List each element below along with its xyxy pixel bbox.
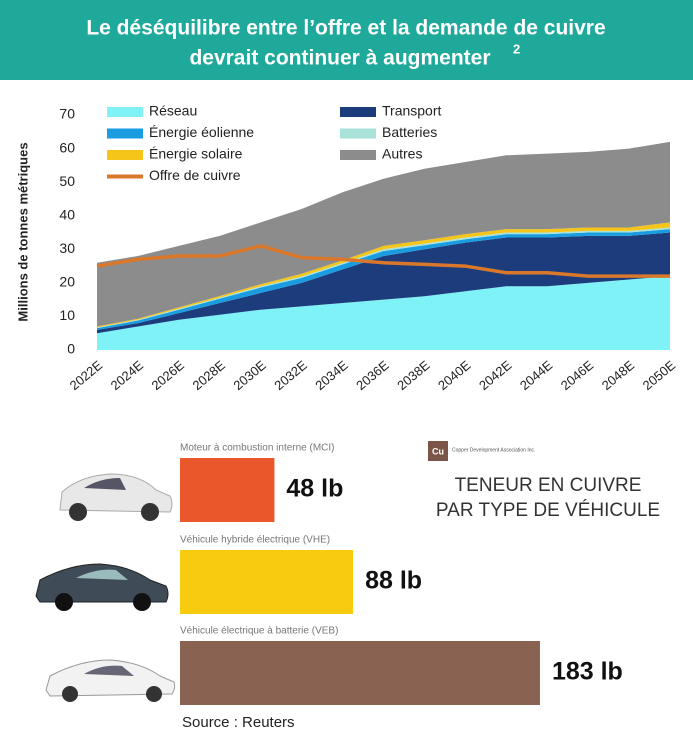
logo-symbol: Cu bbox=[432, 446, 444, 456]
source: Source : Reuters bbox=[182, 714, 295, 731]
bar-category: Moteur à combustion interne (MCI) bbox=[180, 443, 335, 454]
y-tick-label: 70 bbox=[59, 106, 75, 122]
legend-swatch bbox=[340, 107, 376, 117]
y-tick-label: 20 bbox=[59, 274, 75, 290]
title-line: Le déséquilibre entre l’offre et la dema… bbox=[86, 17, 605, 40]
y-tick-label: 30 bbox=[59, 240, 75, 256]
footnote-mark: 2 bbox=[513, 41, 520, 56]
bar-category: Véhicule électrique à batterie (VEB) bbox=[180, 626, 338, 637]
x-tick-label: 2024E bbox=[108, 357, 147, 393]
legend-label: Autres bbox=[382, 146, 422, 162]
x-tick-label: 2048E bbox=[599, 357, 638, 393]
x-tick-label: 2042E bbox=[476, 357, 515, 393]
car-icon bbox=[36, 564, 168, 611]
bar bbox=[180, 641, 540, 705]
annotation: PAR TYPE DE VÉHICULE bbox=[436, 500, 660, 521]
x-tick-label: 2050E bbox=[640, 357, 679, 393]
bar bbox=[180, 550, 353, 614]
x-tick-label: 2044E bbox=[517, 357, 556, 393]
legend-swatch bbox=[340, 129, 376, 139]
x-tick-label: 2036E bbox=[353, 357, 392, 393]
legend-label: Réseau bbox=[149, 103, 197, 119]
x-tick-label: 2022E bbox=[67, 357, 106, 393]
y-axis-label: Millions de tonnes métriques bbox=[15, 142, 30, 321]
y-tick-label: 50 bbox=[59, 173, 75, 189]
y-tick-label: 40 bbox=[59, 206, 75, 222]
x-tick-label: 2028E bbox=[189, 357, 228, 393]
legend-label: Transport bbox=[382, 103, 442, 119]
x-tick-label: 2034E bbox=[312, 357, 351, 393]
legend-swatch bbox=[107, 150, 143, 160]
bar-category: Véhicule hybride électrique (VHE) bbox=[180, 535, 330, 546]
legend-label: Offre de cuivre bbox=[149, 167, 241, 183]
x-tick-label: 2046E bbox=[558, 357, 597, 393]
page: Le déséquilibre entre l’offre et la dema… bbox=[0, 0, 693, 736]
bar bbox=[180, 458, 274, 522]
annotation: TENEUR EN CUIVRE bbox=[455, 475, 642, 496]
y-tick-label: 10 bbox=[59, 307, 75, 323]
legend-swatch bbox=[107, 107, 143, 117]
value-label: 88 lb bbox=[365, 567, 422, 595]
x-tick-label: 2038E bbox=[394, 357, 433, 393]
legend-label: Batteries bbox=[382, 124, 437, 140]
x-tick-label: 2030E bbox=[230, 357, 269, 393]
y-tick-label: 0 bbox=[67, 341, 75, 357]
value-label: 183 lb bbox=[552, 658, 623, 686]
legend-swatch bbox=[340, 150, 376, 160]
car-icon bbox=[60, 474, 172, 521]
title-line: devrait continuer à augmenter bbox=[189, 47, 490, 70]
value-label: 48 lb bbox=[286, 475, 343, 503]
x-tick-label: 2040E bbox=[435, 357, 474, 393]
legend-swatch bbox=[107, 175, 143, 179]
y-tick-label: 60 bbox=[59, 139, 75, 155]
legend-label: Énergie solaire bbox=[149, 146, 243, 162]
infographic: Le déséquilibre entre l’offre et la dema… bbox=[0, 0, 693, 736]
legend-label: Énergie éolienne bbox=[149, 124, 254, 140]
x-tick-label: 2026E bbox=[149, 357, 188, 393]
car-icon bbox=[46, 660, 175, 702]
logo-text: Copper Development Association Inc. bbox=[452, 447, 535, 453]
x-tick-label: 2032E bbox=[271, 357, 310, 393]
legend-swatch bbox=[107, 129, 143, 139]
